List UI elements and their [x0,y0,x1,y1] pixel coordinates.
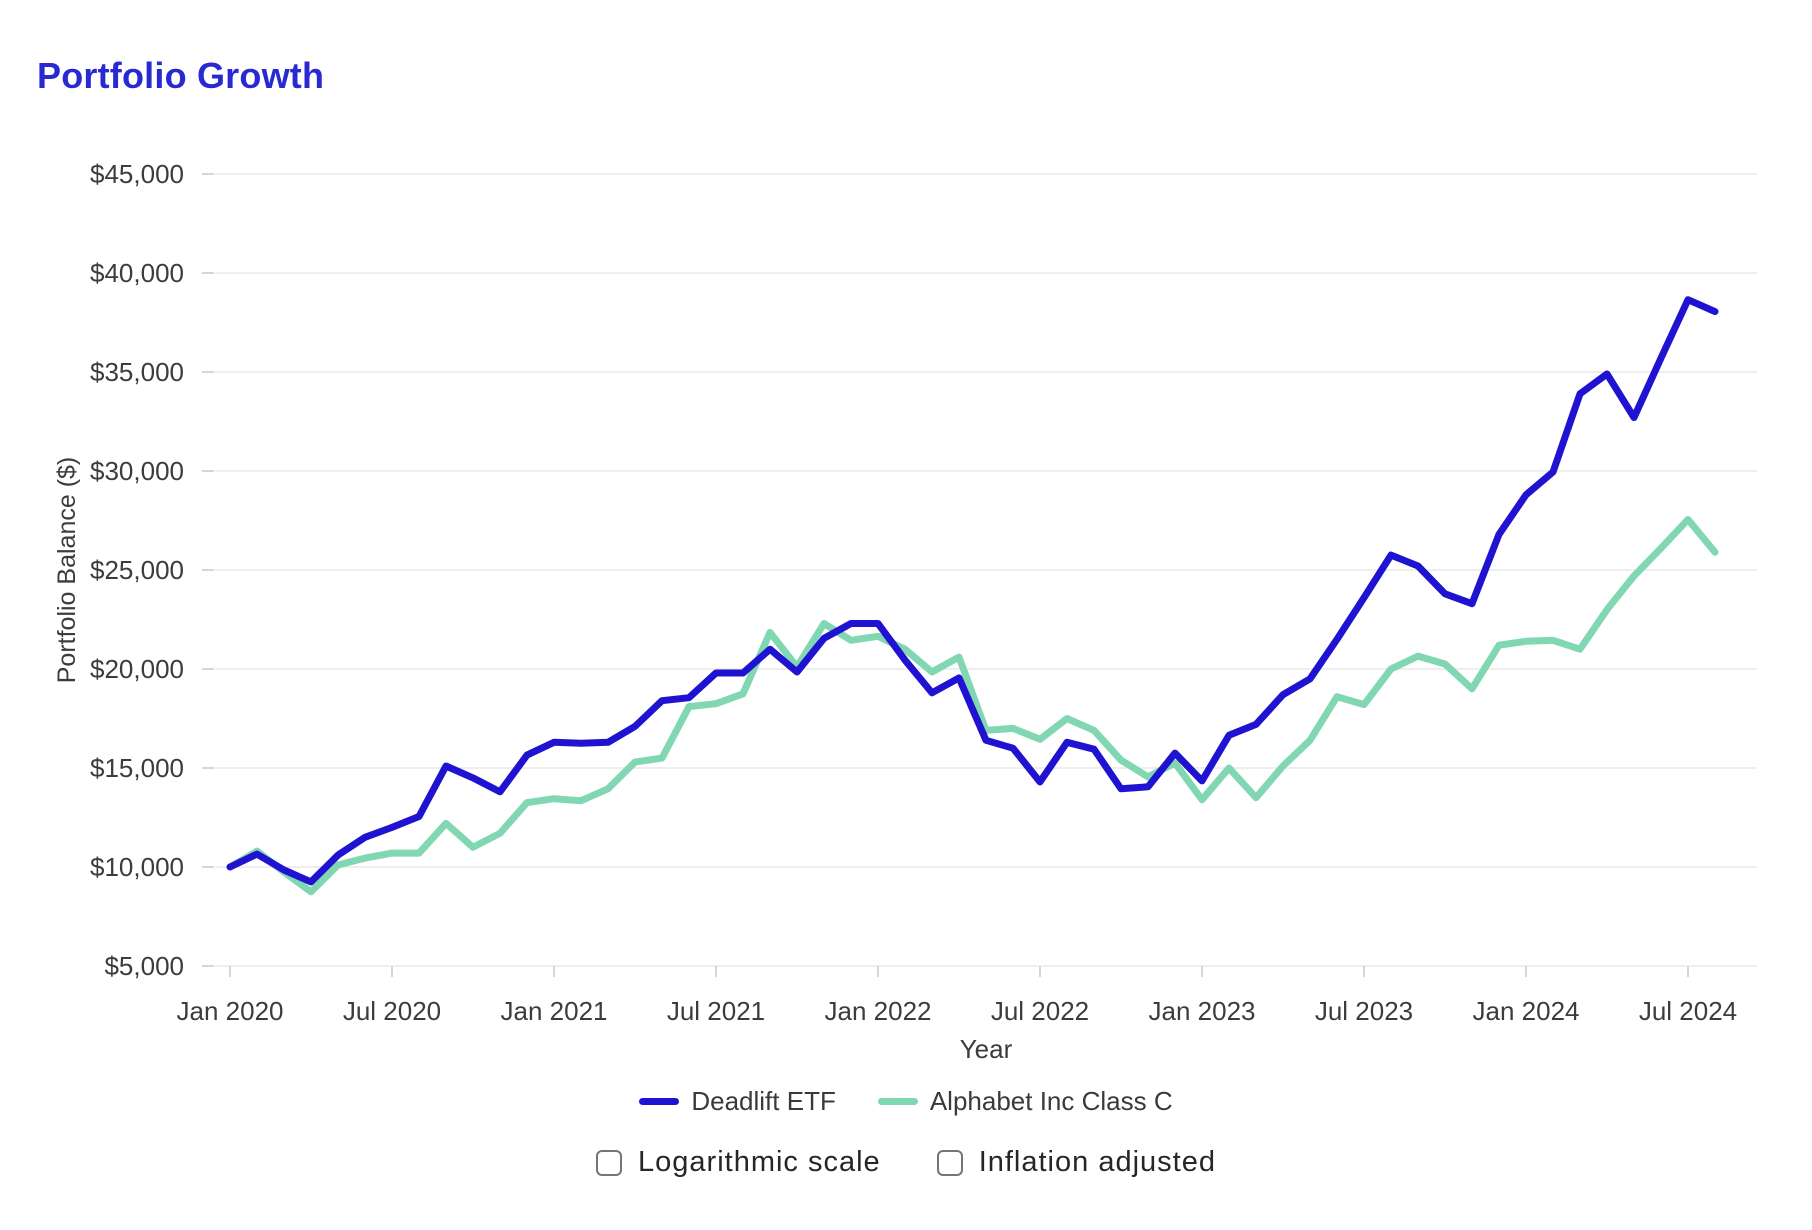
checkbox-logarithmic-scale[interactable]: Logarithmic scale [596,1146,881,1179]
legend-item-deadlift-etf[interactable]: Deadlift ETF [639,1086,836,1117]
y-axis-title: Portfolio Balance ($) [53,457,81,684]
legend-label: Alphabet Inc Class C [929,1086,1173,1116]
chart-legend: Deadlift ETF Alphabet Inc Class C [0,1086,1812,1117]
y-axis-tick-label: $40,000 [90,258,184,288]
checkbox-label: Logarithmic scale [638,1146,881,1178]
x-axis-tick-label: Jan 2022 [825,996,932,1026]
y-axis-tick-label: $10,000 [90,852,184,882]
y-axis-tick-label: $5,000 [104,951,184,981]
chart-controls: Logarithmic scale Inflation adjusted [0,1146,1812,1179]
checkbox-box-logarithmic-scale[interactable] [596,1149,623,1176]
x-axis-tick-label: Jan 2024 [1473,996,1580,1026]
legend-swatch-deadlift-etf [639,1098,680,1105]
y-axis-tick-label: $35,000 [90,357,184,387]
y-axis-tick-label: $45,000 [90,159,184,189]
x-axis-tick-label: Jul 2023 [1315,996,1413,1026]
legend-label: Deadlift ETF [691,1086,836,1116]
y-axis-tick-label: $25,000 [90,555,184,585]
x-axis-tick-label: Jan 2023 [1149,996,1256,1026]
y-axis-tick-label: $30,000 [90,456,184,486]
alphabet-inc-class-c-line [226,516,1719,896]
x-axis-tick-label: Jul 2024 [1639,996,1737,1026]
x-axis-tick-label: Jan 2020 [177,996,284,1026]
x-axis-tick-label: Jul 2020 [343,996,441,1026]
page-title: Portfolio Growth [37,55,325,96]
x-axis-tick-label: Jan 2021 [501,996,608,1026]
x-axis-tick-label: Jul 2021 [667,996,765,1026]
deadlift-etf-line [226,296,1719,886]
y-axis-tick-label: $20,000 [90,654,184,684]
checkbox-label: Inflation adjusted [978,1146,1216,1178]
checkbox-box-inflation-adjusted[interactable] [936,1149,963,1176]
portfolio-growth-chart: $5,000 $10,000 $15,000 $20,000 $25,000 $30,00… [53,159,1757,1064]
chart-canvas: $5,000 $10,000 $15,000 $20,000 $25,000 $30,00… [53,159,1757,1064]
legend-swatch-alphabet-inc-class-c [877,1098,918,1105]
checkbox-inflation-adjusted[interactable]: Inflation adjusted [936,1146,1216,1179]
y-axis-tick-label: $15,000 [90,753,184,783]
x-axis-tick-label: Jul 2022 [991,996,1089,1026]
legend-item-alphabet-inc-class-c[interactable]: Alphabet Inc Class C [877,1086,1173,1117]
x-axis-title: Year [960,1034,1013,1064]
